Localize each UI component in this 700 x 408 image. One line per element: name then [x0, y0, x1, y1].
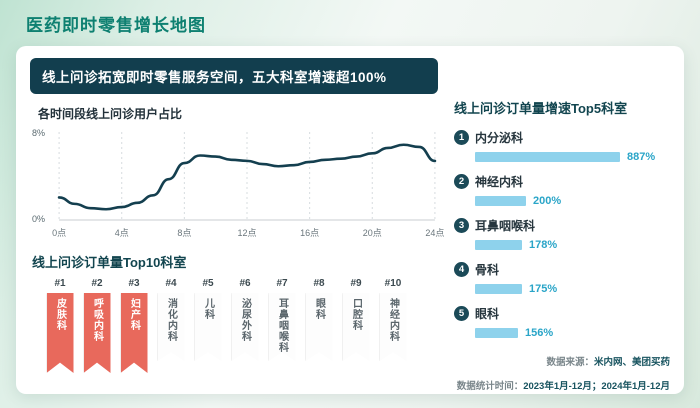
top5-department-label: 骨科 — [475, 263, 500, 277]
top10-item: #3 妇产科 — [120, 278, 148, 373]
main-card: 线上问诊拓宽即时零售服务空间，五大科室增速超100% 各时间段线上问诊用户占比 … — [16, 46, 684, 394]
top10-department-label: 口腔科 — [350, 298, 362, 331]
data-source-value: 米内网、美团买药 — [593, 357, 670, 368]
top5-department-label: 内分泌科 — [475, 131, 524, 145]
top5-title: 线上问诊订单量增速Top5科室 — [454, 101, 628, 116]
rank-badge: 3 — [454, 218, 469, 233]
top10-item: #5 儿科 — [194, 278, 222, 361]
rank-badge: 1 — [454, 130, 469, 145]
top10-item: #2 呼吸内科 — [83, 278, 111, 373]
top10-rank-label: #8 — [313, 278, 325, 289]
top10-department-label: 耳鼻咽喉科 — [276, 298, 288, 353]
top5-item: 3 耳鼻咽喉科 178% — [454, 217, 670, 251]
growth-bar — [475, 196, 526, 206]
top10-department-label: 妇产科 — [128, 298, 140, 331]
top5-department-label: 眼科 — [475, 307, 500, 321]
top10-department-label: 泌尿外科 — [239, 298, 251, 342]
x-axis-tick-label: 20点 — [362, 228, 382, 238]
data-period-line: 数据统计时间：2023年1月-12月；2024年1月-12月 — [454, 373, 670, 397]
top10-ribbon: 耳鼻咽喉科 — [268, 293, 296, 361]
growth-value-label: 178% — [529, 239, 558, 251]
top5-item: 4 骨科 175% — [454, 261, 670, 295]
top10-item: #8 眼科 — [305, 278, 333, 361]
top10-rank-label: #5 — [202, 278, 214, 289]
rank-badge: 4 — [454, 262, 469, 277]
y-axis-max-label: 8% — [32, 128, 46, 138]
top10-ribbon-list: #1 皮肤科 #2 呼吸内科 #3 妇产科 #4 消化内科 #5 儿科 #6 泌尿外科 #7 耳鼻咽喉科 #… — [30, 278, 438, 373]
top10-item: #4 消化内科 — [157, 278, 185, 361]
top10-ribbon: 儿科 — [194, 293, 222, 361]
top10-item: #1 皮肤科 — [46, 278, 74, 373]
right-column: 线上问诊订单量增速Top5科室 1 内分泌科 887% 2 神经内科 200% 3 耳鼻咽喉科… — [454, 58, 670, 392]
line-chart-plot — [57, 132, 437, 221]
rank-badge: 5 — [454, 306, 469, 321]
growth-bar — [475, 152, 620, 162]
top10-ribbon: 呼吸内科 — [83, 293, 111, 373]
top10-department-label: 神经内科 — [387, 298, 399, 342]
top10-item: #10 神经内科 — [379, 278, 407, 361]
top10-ribbon: 眼科 — [305, 293, 333, 361]
x-axis-labels: 0点 4点 8点 12点 16点 20点 24点 — [52, 226, 444, 239]
top10-department-label: 儿科 — [202, 298, 214, 320]
growth-bar — [475, 284, 522, 294]
top10-rank-label: #4 — [165, 278, 177, 289]
headline-banner: 线上问诊拓宽即时零售服务空间，五大科室增速超100% — [30, 58, 438, 94]
x-axis-tick-label: 4点 — [114, 228, 129, 238]
top10-department-label: 呼吸内科 — [91, 298, 103, 342]
x-axis-tick-label: 8点 — [177, 228, 192, 238]
top10-ribbon: 消化内科 — [157, 293, 185, 361]
data-source-block: 数据来源：米内网、美团买药 数据统计时间：2023年1月-12月；2024年1月… — [454, 349, 670, 399]
data-period-value: 2023年1月-12月；2024年1月-12月 — [523, 381, 670, 392]
top10-ribbon: 妇产科 — [120, 293, 148, 373]
top10-item: #6 泌尿外科 — [231, 278, 259, 361]
top5-department-label: 耳鼻咽喉科 — [475, 219, 536, 233]
top10-ribbon: 皮肤科 — [46, 293, 74, 373]
growth-value-label: 200% — [533, 195, 562, 207]
growth-value-label: 156% — [525, 327, 554, 339]
top5-department-label: 神经内科 — [475, 175, 524, 189]
x-axis-tick-label: 24点 — [425, 228, 445, 238]
top10-item: #7 耳鼻咽喉科 — [268, 278, 296, 361]
top10-rank-label: #9 — [350, 278, 362, 289]
data-source-line: 数据来源：米内网、美团买药 — [454, 349, 670, 373]
top5-item: 5 眼科 156% — [454, 305, 670, 339]
top10-rank-label: #10 — [384, 278, 402, 289]
growth-bar — [475, 328, 518, 338]
y-axis-min-label: 0% — [32, 214, 46, 224]
page-title: 医药即时零售增长地图 — [26, 16, 206, 35]
x-axis-tick-label: 0点 — [52, 228, 67, 238]
time-line-chart: 8% 0% 0点 4点 8点 12点 16点 20点 24点 — [30, 128, 444, 239]
time-chart-title: 各时间段线上问诊用户占比 — [38, 107, 183, 121]
top5-bar-list: 1 内分泌科 887% 2 神经内科 200% 3 耳鼻咽喉科 178% 4 骨科 175% 5 眼科 15… — [454, 129, 670, 349]
top10-title: 线上问诊订单量Top10科室 — [32, 255, 187, 270]
top10-ribbon: 口腔科 — [342, 293, 370, 361]
top10-department-label: 眼科 — [313, 298, 325, 320]
growth-value-label: 887% — [627, 151, 656, 163]
top10-department-label: 皮肤科 — [54, 298, 66, 331]
data-period-label: 数据统计时间： — [456, 381, 524, 392]
top10-rank-label: #7 — [276, 278, 288, 289]
top10-rank-label: #6 — [239, 278, 251, 289]
top10-rank-label: #1 — [54, 278, 66, 289]
top10-department-label: 消化内科 — [165, 298, 177, 342]
left-column: 线上问诊拓宽即时零售服务空间，五大科室增速超100% 各时间段线上问诊用户占比 … — [30, 58, 444, 382]
top10-ribbon: 泌尿外科 — [231, 293, 259, 361]
x-axis-tick-label: 16点 — [300, 228, 320, 238]
growth-value-label: 175% — [529, 283, 558, 295]
top10-rank-label: #2 — [91, 278, 103, 289]
top10-ribbon: 神经内科 — [379, 293, 407, 361]
top10-item: #9 口腔科 — [342, 278, 370, 361]
top5-item: 2 神经内科 200% — [454, 173, 670, 207]
rank-badge: 2 — [454, 174, 469, 189]
top10-rank-label: #3 — [128, 278, 140, 289]
x-axis-tick-label: 12点 — [237, 228, 257, 238]
growth-bar — [475, 240, 522, 250]
data-source-label: 数据来源： — [546, 357, 594, 368]
top5-item: 1 内分泌科 887% — [454, 129, 670, 163]
